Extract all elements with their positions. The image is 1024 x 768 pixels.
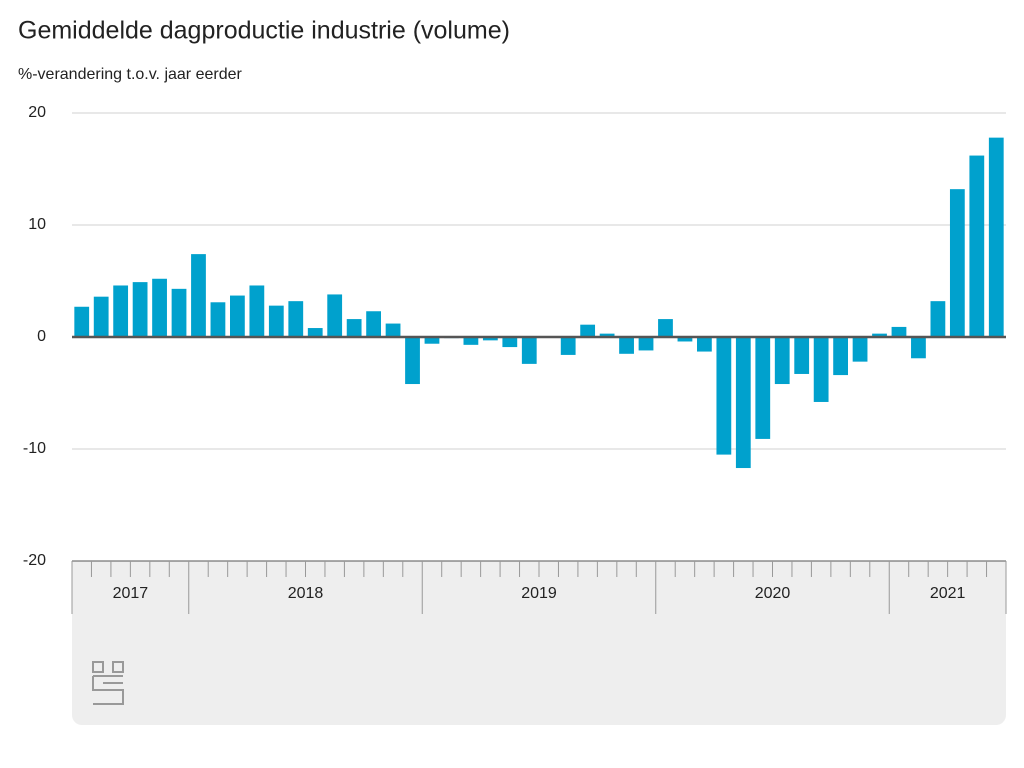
bar (735, 337, 751, 469)
bar (988, 137, 1004, 337)
bar (872, 333, 887, 337)
bar (171, 288, 187, 337)
bar (891, 326, 907, 337)
bar (638, 337, 654, 351)
bar (405, 337, 420, 385)
bar (502, 337, 518, 348)
bar (463, 337, 479, 345)
bar (152, 278, 167, 337)
bar (599, 333, 615, 337)
chart-title: Gemiddelde dagproductie industrie (volum… (18, 17, 510, 45)
axis-panel (72, 561, 1006, 725)
bar (346, 319, 362, 337)
bar (813, 337, 829, 402)
bar (833, 337, 848, 376)
bar (560, 337, 576, 355)
bar (619, 337, 634, 354)
bar (249, 285, 265, 337)
bar (424, 337, 440, 344)
bar (930, 301, 946, 337)
bar (366, 311, 381, 337)
x-tick-label: 2021 (930, 585, 966, 602)
bar (93, 296, 109, 337)
x-tick-label: 2020 (755, 585, 791, 602)
bar (580, 324, 596, 337)
x-tick-label: 2019 (521, 585, 557, 602)
bar (949, 189, 965, 337)
bar (327, 294, 343, 337)
bar (658, 319, 673, 337)
chart-subtitle: %-verandering t.o.v. jaar eerder (18, 66, 242, 83)
bar (716, 337, 732, 455)
bar (74, 306, 90, 337)
bar (969, 155, 985, 337)
bar (268, 305, 284, 337)
bar (210, 302, 226, 337)
bar (113, 285, 129, 337)
y-tick-label: 10 (28, 216, 46, 233)
y-tick-label: 0 (37, 328, 46, 345)
bar (911, 337, 926, 359)
bar (794, 337, 810, 374)
bar (385, 323, 401, 337)
bar (230, 295, 245, 337)
y-tick-label: -20 (23, 552, 46, 569)
bar (755, 337, 771, 439)
y-tick-label: 20 (28, 104, 46, 121)
bar (852, 337, 868, 362)
x-tick-label: 2018 (288, 585, 324, 602)
bar (132, 282, 148, 337)
bar (774, 337, 790, 385)
bar (191, 254, 206, 337)
y-tick-label: -10 (23, 440, 46, 457)
bar (307, 328, 323, 337)
x-tick-label: 2017 (113, 585, 149, 602)
bar (697, 337, 712, 352)
bar (482, 337, 498, 341)
bar (521, 337, 537, 364)
logo (92, 661, 124, 705)
bar (677, 337, 693, 342)
bar (288, 301, 304, 337)
